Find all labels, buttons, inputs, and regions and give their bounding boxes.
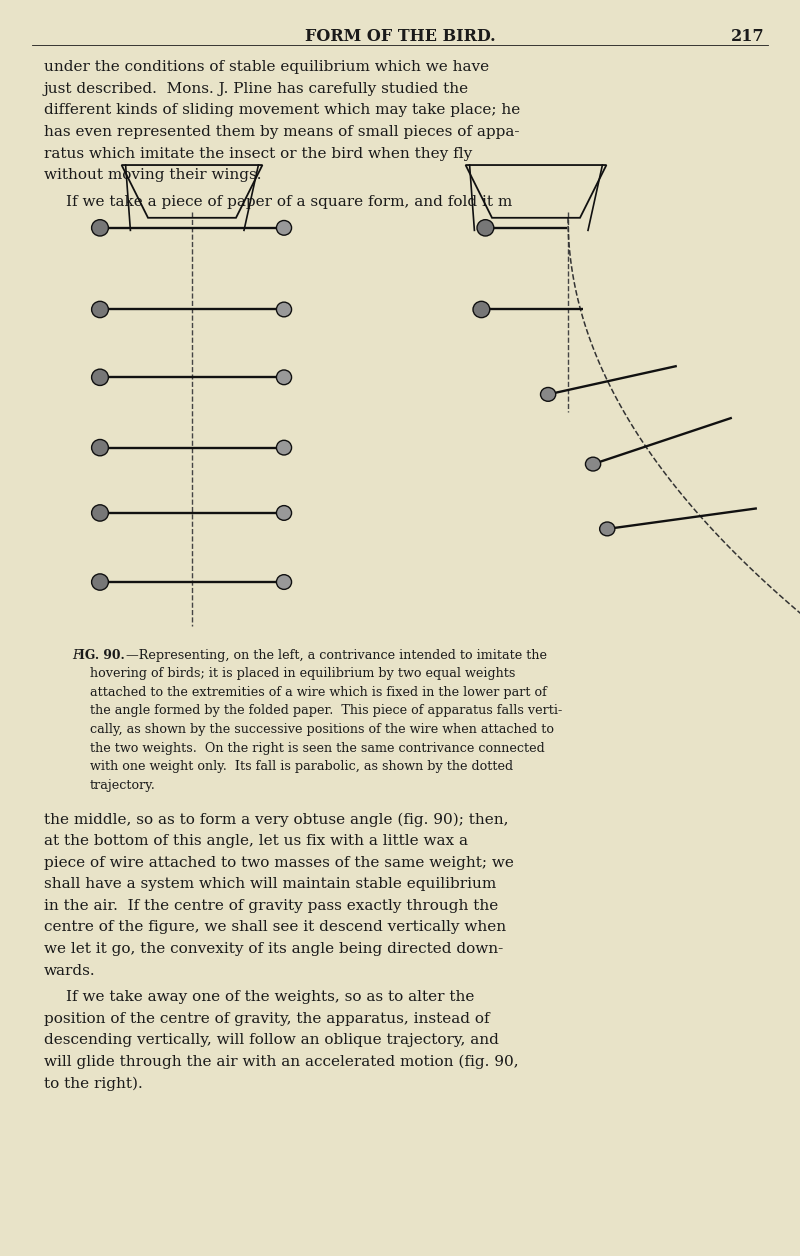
Ellipse shape <box>473 301 490 318</box>
Text: F: F <box>72 648 81 662</box>
Ellipse shape <box>277 303 291 317</box>
Text: the angle formed by the folded paper.  This piece of apparatus falls verti-: the angle formed by the folded paper. Th… <box>90 705 562 717</box>
Text: with one weight only.  Its fall is parabolic, as shown by the dotted: with one weight only. Its fall is parabo… <box>90 760 513 774</box>
Ellipse shape <box>600 522 615 536</box>
Text: cally, as shown by the successive positions of the wire when attached to: cally, as shown by the successive positi… <box>90 723 554 736</box>
Text: shall have a system which will maintain stable equilibrium: shall have a system which will maintain … <box>44 877 496 892</box>
Text: the middle, so as to form a very obtuse angle (fig. 90); then,: the middle, so as to form a very obtuse … <box>44 813 509 826</box>
Text: just described.  Mons. J. Pline has carefully studied the: just described. Mons. J. Pline has caref… <box>44 82 469 95</box>
Ellipse shape <box>277 441 291 455</box>
Ellipse shape <box>586 457 601 471</box>
Ellipse shape <box>541 388 556 402</box>
Text: to the right).: to the right). <box>44 1076 142 1091</box>
Text: 217: 217 <box>730 28 764 45</box>
Ellipse shape <box>91 369 108 386</box>
Text: without moving their wings.: without moving their wings. <box>44 168 262 182</box>
Text: at the bottom of this angle, let us fix with a little wax a: at the bottom of this angle, let us fix … <box>44 834 468 848</box>
Text: ratus which imitate the insect or the bird when they fly: ratus which imitate the insect or the bi… <box>44 147 472 161</box>
Text: the two weights.  On the right is seen the same contrivance connected: the two weights. On the right is seen th… <box>90 741 544 755</box>
Text: descending vertically, will follow an oblique trajectory, and: descending vertically, will follow an ob… <box>44 1034 499 1048</box>
Text: under the conditions of stable equilibrium which we have: under the conditions of stable equilibri… <box>44 60 489 74</box>
Text: we let it go, the convexity of its angle being directed down-: we let it go, the convexity of its angle… <box>44 942 503 956</box>
Text: position of the centre of gravity, the apparatus, instead of: position of the centre of gravity, the a… <box>44 1012 490 1026</box>
Text: If we take a piece of paper of a square form, and fold it m: If we take a piece of paper of a square … <box>66 195 513 208</box>
Text: IG. 90.: IG. 90. <box>79 648 125 662</box>
Text: piece of wire attached to two masses of the same weight; we: piece of wire attached to two masses of … <box>44 855 514 869</box>
Text: different kinds of sliding movement which may take place; he: different kinds of sliding movement whic… <box>44 103 520 118</box>
Ellipse shape <box>477 220 494 236</box>
Text: If we take away one of the weights, so as to alter the: If we take away one of the weights, so a… <box>66 990 474 1005</box>
Ellipse shape <box>91 440 108 456</box>
Ellipse shape <box>277 221 291 235</box>
Text: hovering of birds; it is placed in equilibrium by two equal weights: hovering of birds; it is placed in equil… <box>90 667 515 681</box>
Text: attached to the extremities of a wire which is fixed in the lower part of: attached to the extremities of a wire wh… <box>90 686 546 698</box>
Text: FORM OF THE BIRD.: FORM OF THE BIRD. <box>305 28 495 45</box>
Text: —Representing, on the left, a contrivance intended to imitate the: —Representing, on the left, a contrivanc… <box>126 648 547 662</box>
Text: in the air.  If the centre of gravity pass exactly through the: in the air. If the centre of gravity pas… <box>44 899 498 913</box>
Text: will glide through the air with an accelerated motion (fig. 90,: will glide through the air with an accel… <box>44 1055 518 1069</box>
Text: has even represented them by means of small pieces of appa-: has even represented them by means of sm… <box>44 126 519 139</box>
Text: centre of the figure, we shall see it descend vertically when: centre of the figure, we shall see it de… <box>44 921 506 934</box>
Ellipse shape <box>277 371 291 384</box>
Text: trajectory.: trajectory. <box>90 779 155 791</box>
Ellipse shape <box>91 301 108 318</box>
Ellipse shape <box>91 220 108 236</box>
Ellipse shape <box>277 575 291 589</box>
Ellipse shape <box>277 506 291 520</box>
Text: wards.: wards. <box>44 963 96 977</box>
Ellipse shape <box>91 574 108 590</box>
Ellipse shape <box>91 505 108 521</box>
